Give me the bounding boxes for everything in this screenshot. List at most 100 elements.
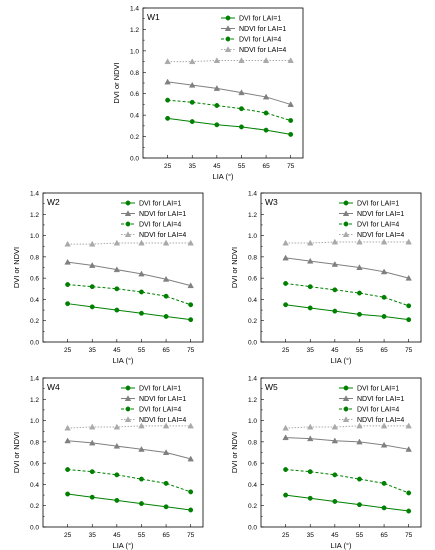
- data-point: [165, 97, 171, 103]
- legend-label: NDVI for LAI=1: [139, 211, 186, 218]
- series-line: [67, 242, 191, 245]
- legend-marker: [342, 210, 350, 216]
- data-point: [288, 131, 294, 137]
- y-tick-label: 1.4: [30, 191, 39, 198]
- x-tick-label: 75: [405, 347, 413, 354]
- data-point: [64, 240, 71, 247]
- data-point: [381, 294, 387, 300]
- legend-label: NDVI for LAI=1: [139, 396, 186, 403]
- data-point: [307, 284, 313, 290]
- legend-label: DVI for LAI=1: [139, 386, 181, 393]
- data-point: [406, 317, 412, 323]
- data-point: [163, 314, 169, 319]
- data-point: [113, 266, 121, 273]
- data-point: [163, 480, 169, 486]
- data-point: [188, 302, 194, 308]
- y-tick-label: 0.8: [30, 439, 39, 446]
- data-point: [263, 110, 269, 116]
- legend-marker: [124, 210, 132, 216]
- x-tick-label: 65: [162, 532, 170, 539]
- y-tick-label: 1.4: [130, 6, 139, 13]
- data-point: [165, 115, 171, 121]
- data-point: [288, 118, 294, 123]
- data-point: [282, 254, 289, 261]
- legend-label: DVI for LAI=4: [239, 37, 281, 44]
- data-point: [406, 303, 412, 309]
- data-point: [283, 281, 289, 286]
- data-point: [357, 476, 362, 482]
- data-point: [162, 449, 170, 455]
- legend-marker: [342, 395, 350, 401]
- x-tick-label: 75: [287, 163, 295, 170]
- x-tick-label: 45: [331, 532, 339, 539]
- legend-label: NDVI for LAI=4: [139, 232, 186, 239]
- legend-marker: [342, 231, 350, 237]
- panel-w4: W4 0.0 0.2 0.4 0.6 0.8 1.0 1.2 1.4 25 35 45 55 65 75 LI…: [12, 376, 204, 550]
- legend-marker: [343, 221, 349, 227]
- data-point: [113, 442, 121, 449]
- x-tick-label: 45: [213, 163, 221, 170]
- y-tick-label: 0.0: [30, 340, 39, 347]
- data-point: [331, 423, 339, 430]
- data-point: [356, 422, 363, 429]
- legend-marker: [224, 46, 232, 52]
- data-point: [139, 501, 144, 507]
- y-tick-label: 0.8: [30, 254, 39, 261]
- panel-label: W1: [147, 12, 160, 22]
- data-point: [380, 268, 388, 275]
- series-line: [167, 81, 291, 105]
- y-tick-label: 0.8: [248, 254, 257, 261]
- legend-marker: [124, 231, 132, 237]
- legend-label: NDVI for LAI=4: [357, 232, 404, 239]
- series-line: [67, 261, 191, 287]
- legend-marker: [124, 416, 132, 422]
- data-point: [188, 489, 194, 495]
- panel-w3: W3 0.0 0.2 0.4 0.6 0.8 1.0 1.2 1.4 25 35 45 55 65 75 LI…: [230, 191, 422, 365]
- x-tick-label: 25: [282, 532, 290, 539]
- data-point: [187, 455, 194, 462]
- data-point: [114, 497, 120, 503]
- series-line: [67, 469, 191, 493]
- series-line: [67, 425, 191, 429]
- data-point: [163, 293, 169, 299]
- panel-label: W2: [47, 197, 60, 207]
- y-tick-label: 1.4: [30, 376, 39, 383]
- legend-marker: [125, 200, 131, 206]
- data-point: [162, 239, 170, 246]
- data-point: [381, 505, 387, 511]
- data-point: [89, 262, 96, 268]
- x-axis-label: LIA (°): [113, 541, 134, 550]
- data-point: [189, 119, 195, 125]
- x-axis-label: LIA (°): [331, 541, 352, 550]
- data-point: [405, 238, 412, 245]
- data-point: [164, 78, 171, 85]
- legend-marker: [343, 385, 349, 391]
- data-point: [239, 124, 244, 130]
- y-axis-label: DVI or NDVI: [112, 62, 121, 103]
- data-point: [138, 239, 145, 246]
- data-point: [89, 423, 96, 430]
- data-point: [113, 239, 121, 246]
- data-point: [307, 469, 313, 475]
- panel-w5: W5 0.0 0.2 0.4 0.6 0.8 1.0 1.2 1.4 25 35 45 55 65 75 LI…: [230, 376, 422, 550]
- y-tick-label: 0.6: [130, 91, 139, 98]
- data-point: [65, 491, 71, 497]
- data-point: [405, 274, 412, 281]
- data-point: [380, 238, 388, 245]
- x-tick-label: 45: [113, 347, 121, 354]
- data-point: [89, 469, 95, 475]
- y-axis-label: DVI or NDVI: [12, 432, 21, 473]
- y-tick-label: 0.2: [30, 318, 39, 325]
- legend-label: NDVI for LAI=4: [239, 47, 286, 54]
- series-line: [285, 257, 409, 279]
- x-axis-label: LIA (°): [113, 356, 134, 365]
- data-point: [307, 239, 314, 246]
- data-point: [187, 239, 194, 246]
- data-point: [64, 437, 71, 444]
- legend-label: DVI for LAI=1: [139, 201, 181, 208]
- data-point: [213, 57, 221, 63]
- x-tick-label: 55: [138, 532, 146, 539]
- legend-label: NDVI for LAI=4: [139, 417, 186, 424]
- y-tick-label: 0.4: [30, 482, 39, 489]
- data-point: [114, 472, 120, 478]
